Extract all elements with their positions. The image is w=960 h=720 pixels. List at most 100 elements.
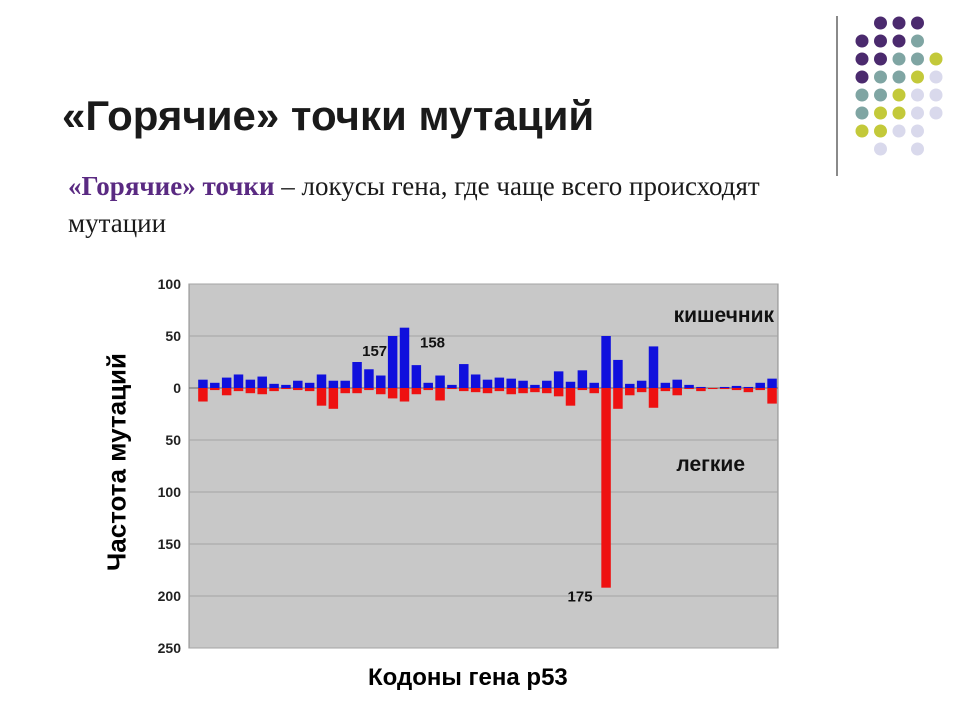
bar-lungs [530,388,540,393]
bar-lungs [625,388,635,396]
bar-colon [387,336,398,388]
decor-dot-lavender [911,142,924,156]
bar-colon [684,384,694,388]
bar-lungs [660,388,671,392]
bar-colon [553,371,564,388]
bar-lungs [435,388,445,401]
bar-colon [542,380,552,388]
bar-lungs [447,388,457,390]
y-tick-label: 50 [165,432,181,448]
bar-colon [364,369,374,388]
decor-dot-teal [874,88,887,102]
bar-colon [577,370,588,388]
bar-lungs [601,388,611,588]
bar-lungs [304,388,315,392]
bar-annotation: 175 [568,589,593,606]
bar-colon [755,382,765,388]
bar-lungs [269,388,279,392]
bar-lungs [328,388,339,409]
bar-colon [731,385,742,388]
decor-dot-purple [874,52,887,66]
decor-dot-teal [892,52,906,66]
decor-dot-purple [892,16,906,30]
decor-dot-purple [911,16,924,30]
bar-colon [411,365,422,388]
y-tick-label: 200 [158,588,182,604]
decor-dot-purple [855,70,869,84]
bar-colon [269,383,279,388]
bar-lungs [293,388,303,391]
bar-colon [648,346,659,388]
bar-lungs [518,388,528,394]
bar-lungs [636,388,647,393]
series-labels: кишечник легкие [674,304,775,476]
series-colon-bars [198,327,777,388]
bar-lungs [719,388,730,390]
decor-dot-olive [929,52,943,66]
x-axis-label: Кодоны гена р53 [368,664,568,691]
bar-colon [589,382,599,388]
bar-colon [281,384,291,388]
bar-colon [506,378,516,388]
y-tick-label: 50 [165,328,181,344]
decor-dot-grid [855,16,943,156]
bar-colon [423,382,433,388]
decor-dot-purple [855,34,869,48]
bar-colon [459,364,469,388]
bar-lungs [459,388,469,392]
decor-dot-teal [855,106,869,120]
bar-colon [601,336,611,388]
y-tick-label: 0 [173,380,181,396]
bar-lungs [340,388,350,394]
bar-colon [233,374,244,388]
bar-lungs [589,388,599,394]
y-tick-label: 100 [158,276,182,292]
bar-colon [518,380,528,388]
y-tick-label: 100 [158,484,182,500]
bar-lungs [542,388,552,394]
decor-dot-olive [892,88,906,102]
slide-title: «Горячие» точки мутаций [62,92,595,139]
bar-annotation: 157 [362,343,387,360]
bar-lungs [221,388,232,396]
bar-lungs [767,388,777,404]
definition-term: «Горячие» точки [68,171,275,201]
bar-colon [482,379,493,388]
decor-dot-olive [892,106,906,120]
bar-colon [399,327,410,388]
bar-colon [316,374,327,388]
decor-dot-teal [911,52,924,66]
bar-colon [221,377,232,388]
decor-dot-purple [874,16,887,30]
decor-dot-lavender [911,124,924,138]
bar-colon [470,374,481,388]
decor-dot-purple [892,34,906,48]
bar-lungs [316,388,327,406]
bar-colon [210,382,220,388]
bar-lungs [731,388,742,391]
decor-dot-olive [874,124,887,138]
bar-lungs [553,388,564,397]
y-axis-label: Частота мутаций [101,352,132,572]
y-tick-labels: 100 50 0 50 100 150 200 250 [158,276,182,656]
decor-dot-teal [892,70,906,84]
decor-dot-lavender [929,70,943,84]
definition-rest: – локусы гена, где чаще всего происходят… [68,171,760,238]
bar-lungs [245,388,256,394]
bar-lungs [470,388,481,393]
bar-colon [447,384,457,388]
bar-lungs [672,388,682,396]
bar-lungs [387,388,398,399]
bar-colon [257,376,267,388]
y-tick-label: 150 [158,536,182,552]
bar-lungs [376,388,386,395]
bar-colon [767,378,777,388]
decor-dot-lavender [929,106,943,120]
bar-colon [672,379,682,388]
bar-annotation: 158 [420,335,445,352]
bar-lungs [696,388,706,392]
bar-colon [719,386,730,388]
decor-dot-olive [855,124,869,138]
bar-colon [565,381,576,388]
